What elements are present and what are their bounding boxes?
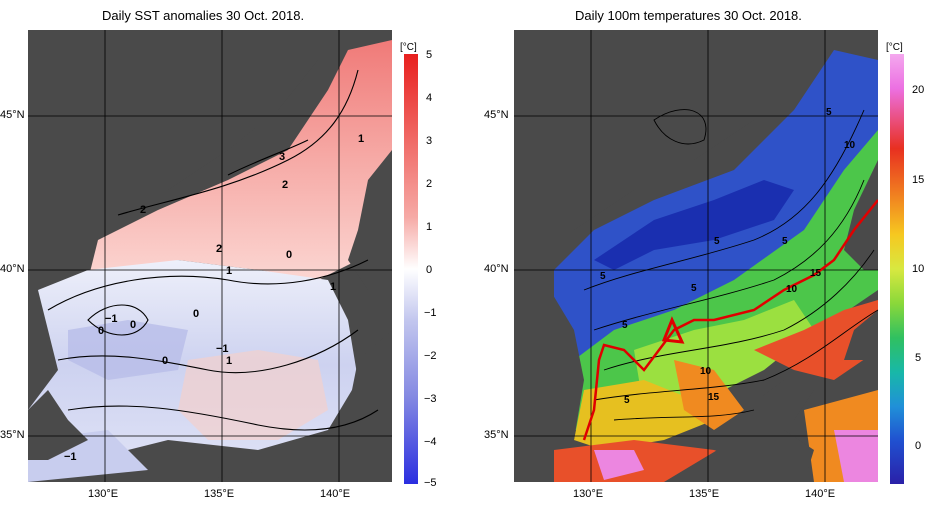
- colorbar-tick: 20: [912, 84, 925, 96]
- colorbar-tick: 4: [426, 92, 433, 104]
- colorbar-tick: −2: [424, 350, 437, 362]
- lat-label: 40°N: [0, 263, 25, 275]
- right-panel-title: Daily 100m temperatures 30 Oct. 2018.: [575, 8, 802, 23]
- contour-label: 1: [226, 355, 232, 367]
- lat-label: 40°N: [484, 263, 509, 275]
- contour-label: 5: [782, 236, 788, 247]
- contour-label: 15: [810, 268, 822, 279]
- land-asia: [28, 30, 328, 280]
- contour-label: 5: [826, 107, 832, 118]
- contour-label: 1: [330, 281, 336, 293]
- colorbar-tick: −3: [424, 393, 437, 405]
- lat-label: 45°N: [0, 109, 25, 121]
- land-japan: [348, 150, 392, 290]
- contour-label: 0: [98, 325, 104, 337]
- colorbar-tick: 5: [915, 352, 922, 364]
- lat-label: 35°N: [0, 429, 25, 441]
- lon-label: 140°E: [320, 488, 351, 500]
- anomaly-colorbar: [404, 54, 418, 484]
- front-line: [582, 199, 878, 441]
- right-colorbar-unit: [°C]: [886, 42, 903, 53]
- contour-label: 10: [700, 366, 712, 377]
- contour-label: 5: [600, 271, 606, 282]
- contour-label: −1: [105, 313, 118, 325]
- land-japan: [844, 160, 878, 270]
- contour-label: −1: [216, 343, 229, 355]
- lon-label: 130°E: [88, 488, 119, 500]
- sea-warm-region: [88, 40, 392, 280]
- temperature-colorbar: [890, 54, 904, 484]
- contour-label: 3: [279, 151, 285, 163]
- lon-label: 135°E: [204, 488, 235, 500]
- contour-label: 2: [216, 243, 222, 255]
- colorbar-tick: −1: [424, 307, 437, 319]
- contour-label: 2: [140, 204, 146, 216]
- left-panel-title: Daily SST anomalies 30 Oct. 2018.: [102, 8, 305, 23]
- colorbar-tick: 2: [426, 178, 433, 190]
- left-colorbar-unit: [°C]: [400, 42, 417, 53]
- lon-label: 135°E: [689, 488, 720, 500]
- contour-label: 1: [358, 133, 364, 145]
- contour-label: 5: [714, 236, 720, 247]
- contour-label: 0: [130, 319, 136, 331]
- contour-label: 10: [786, 284, 798, 295]
- contour-label: 5: [624, 395, 630, 406]
- colorbar-tick: 3: [426, 135, 433, 147]
- contour-label: 0: [286, 249, 292, 261]
- contour-label: 2: [282, 179, 288, 191]
- contour-label: 0: [162, 355, 168, 367]
- colorbar-tick: 0: [915, 440, 922, 452]
- lon-label: 140°E: [805, 488, 836, 500]
- colorbar-tick: 1: [426, 221, 433, 233]
- lat-label: 35°N: [484, 429, 509, 441]
- colorbar-tick: 5: [426, 49, 433, 61]
- contour-label: 0: [193, 308, 199, 320]
- contour-label: 5: [691, 283, 697, 294]
- contour-label: −1: [64, 451, 77, 463]
- colorbar-tick: −4: [424, 436, 437, 448]
- temperature-100m-map: 5 10 5 5 5 5 15 10 5 10 15 5: [514, 30, 878, 482]
- lon-label: 130°E: [573, 488, 604, 500]
- contour-label: 10: [844, 140, 856, 151]
- colorbar-tick: 15: [912, 174, 925, 186]
- sst-anomaly-map: 3 2 2 2 1 1 0 1 −1 0 0 0 −1 0 −1 1: [28, 30, 392, 482]
- contour-label: 1: [226, 265, 232, 277]
- colorbar-tick: 10: [912, 263, 925, 275]
- colorbar-tick: 0: [426, 264, 433, 276]
- contour-label: 5: [622, 320, 628, 331]
- colorbar-tick: −5: [424, 477, 437, 489]
- contour-label: 15: [708, 392, 720, 403]
- land-asia: [514, 30, 824, 280]
- lat-label: 45°N: [484, 109, 509, 121]
